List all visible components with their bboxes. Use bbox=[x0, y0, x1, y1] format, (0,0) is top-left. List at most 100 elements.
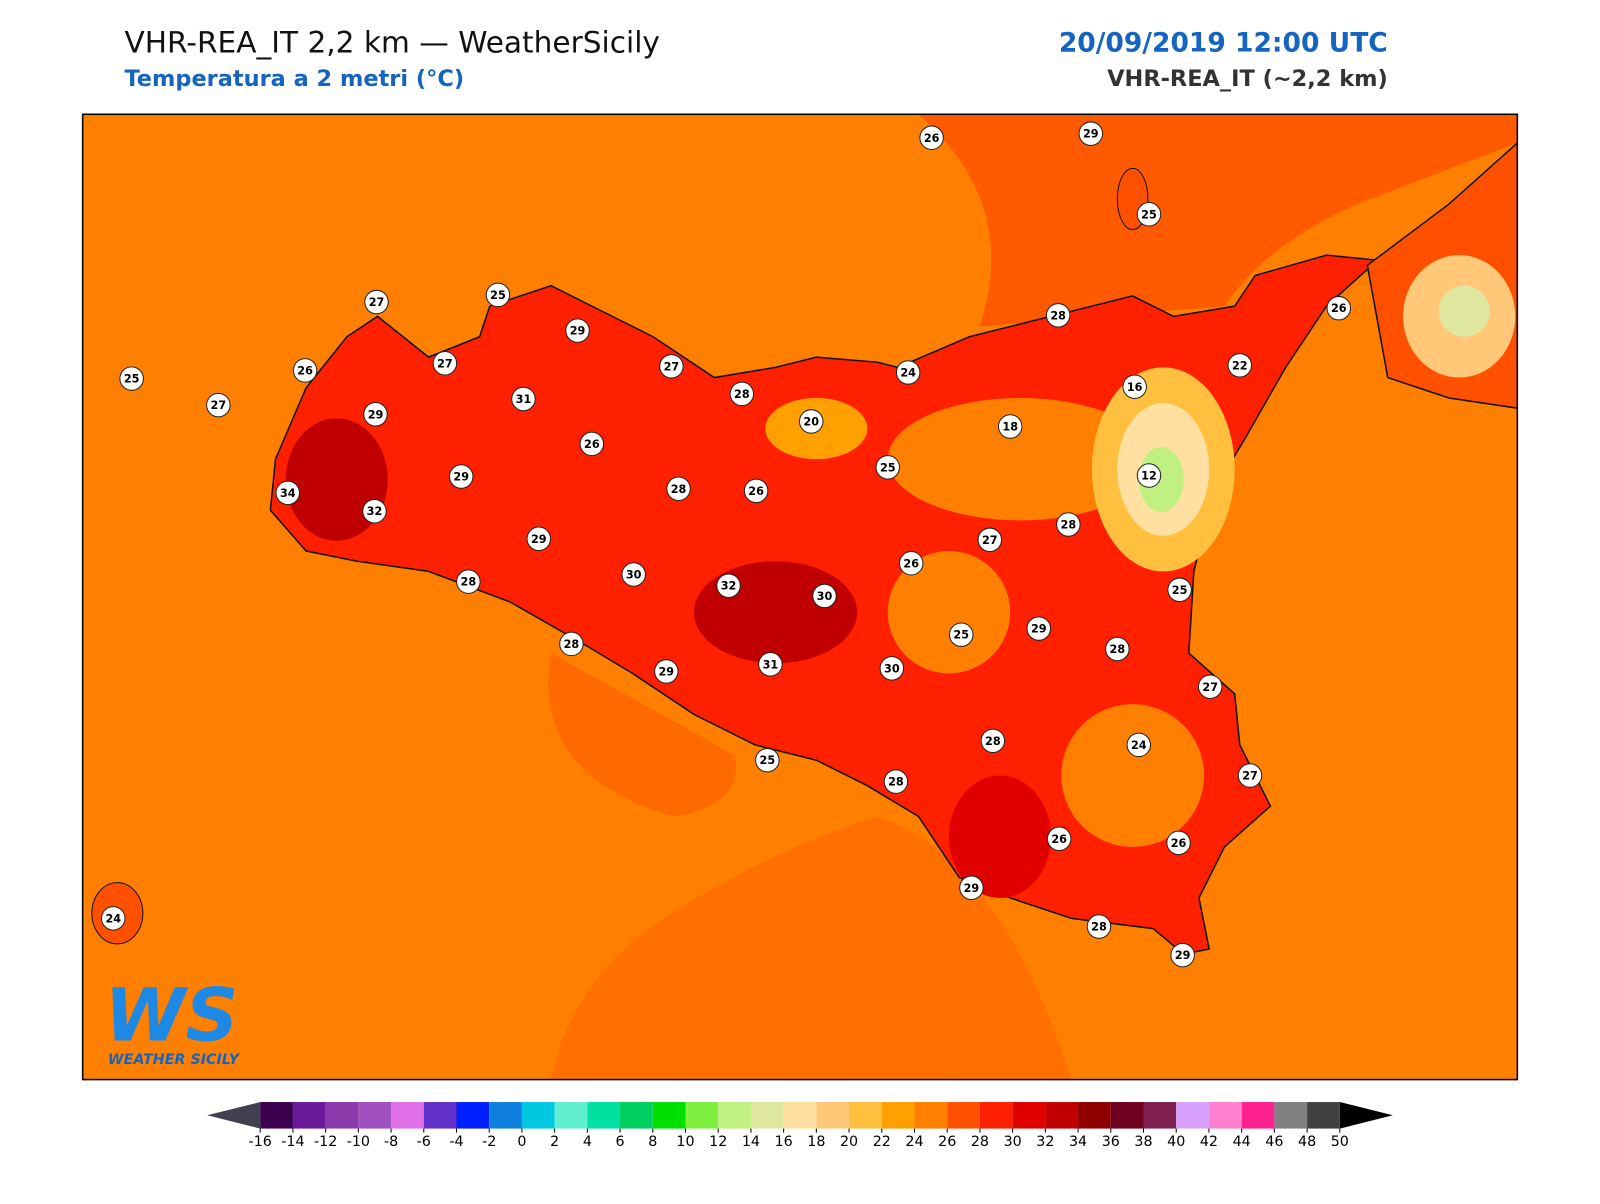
colorbar-tick-label: 0 bbox=[517, 1134, 526, 1150]
station-marker bbox=[659, 354, 684, 379]
station-marker bbox=[432, 351, 458, 376]
station-marker bbox=[758, 652, 783, 677]
station-value: 25 bbox=[953, 629, 969, 642]
station-marker bbox=[1056, 512, 1081, 537]
colorbar-bin bbox=[456, 1102, 490, 1129]
station-marker bbox=[1046, 826, 1072, 852]
station-value: 28 bbox=[1050, 309, 1066, 322]
station-marker bbox=[755, 747, 780, 773]
station-value: 27 bbox=[664, 360, 680, 373]
colorbar-bin bbox=[1208, 1102, 1242, 1129]
colorbar-bin bbox=[1045, 1102, 1079, 1129]
station-marker bbox=[1026, 616, 1052, 641]
station-value: 26 bbox=[924, 132, 940, 145]
station-value: 16 bbox=[1127, 381, 1143, 394]
station-marker bbox=[275, 480, 300, 506]
colorbar-bin bbox=[849, 1102, 882, 1129]
station-marker bbox=[898, 551, 924, 576]
station-marker bbox=[948, 622, 974, 647]
colorbar-tick-label: 34 bbox=[1069, 1134, 1087, 1150]
colorbar-tick-label: 22 bbox=[873, 1134, 891, 1150]
station-value: 27 bbox=[437, 357, 453, 370]
colorbar-bin bbox=[1307, 1102, 1340, 1129]
station-value: 27 bbox=[982, 534, 998, 547]
station-marker bbox=[1122, 374, 1147, 399]
station-value: 28 bbox=[985, 735, 1001, 748]
station-marker bbox=[1167, 577, 1192, 603]
colorbar-tick-label: 26 bbox=[938, 1134, 956, 1150]
colorbar-bin bbox=[1143, 1102, 1177, 1129]
colorbar-under bbox=[207, 1102, 261, 1129]
map: WS WEATHER SICILY 26 29 25 27 25 29 28 26 25 26 27… bbox=[82, 114, 1518, 1080]
colorbar-bin bbox=[260, 1102, 293, 1129]
station-value: 27 bbox=[1202, 681, 1218, 694]
title: VHR-REA_IT 2,2 km — WeatherSicily bbox=[124, 25, 659, 59]
station-marker bbox=[579, 431, 605, 457]
colorbar-tick-label: 44 bbox=[1233, 1134, 1251, 1150]
colorbar-tick-label: -2 bbox=[482, 1134, 496, 1150]
station-marker bbox=[485, 282, 511, 308]
station-value: 26 bbox=[748, 485, 764, 498]
colorbar-tick-label: 18 bbox=[807, 1134, 825, 1150]
colorbar-tick-label: 14 bbox=[742, 1134, 760, 1150]
colorbar-bin bbox=[750, 1102, 784, 1129]
colorbar-tick-label: 4 bbox=[583, 1134, 592, 1150]
station-marker bbox=[101, 906, 126, 931]
station-value: 28 bbox=[1110, 643, 1126, 656]
station-marker bbox=[364, 289, 389, 315]
colorbar-bin bbox=[587, 1102, 621, 1129]
station-marker bbox=[456, 569, 481, 594]
datetime: 20/09/2019 12:00 UTC bbox=[1059, 27, 1388, 58]
station-marker bbox=[875, 455, 900, 480]
station-value: 27 bbox=[211, 399, 227, 412]
station-value: 28 bbox=[1091, 921, 1107, 934]
station-value: 25 bbox=[1172, 584, 1188, 597]
subtitle: Temperatura a 2 metri (°C) bbox=[124, 66, 464, 92]
colorbar-bin bbox=[554, 1102, 588, 1129]
station-marker bbox=[206, 392, 231, 418]
station-marker bbox=[959, 875, 984, 900]
colorbar-tick-label: -14 bbox=[281, 1134, 304, 1150]
station-value: 31 bbox=[516, 393, 532, 406]
colorbar-bin bbox=[358, 1102, 392, 1129]
station-value: 25 bbox=[760, 754, 776, 767]
colorbar: -16 -14 -12 -10 -8 -6 -4 -2 0 2 4 6 8 10 12 14 16 18 20 22 2… bbox=[207, 1102, 1393, 1150]
colorbar-tick-label: 2 bbox=[550, 1134, 559, 1150]
colorbar-tick-label: 24 bbox=[905, 1134, 923, 1150]
station-marker bbox=[448, 464, 474, 489]
colorbar-bin bbox=[685, 1102, 719, 1129]
colorbar-bin bbox=[325, 1102, 359, 1129]
station-value: 29 bbox=[659, 665, 675, 678]
colorbar-bin bbox=[816, 1102, 850, 1129]
station-value: 26 bbox=[297, 364, 313, 377]
station-value: 22 bbox=[1232, 359, 1248, 372]
colorbar-tick-label: 48 bbox=[1298, 1134, 1316, 1150]
station-value: 26 bbox=[1051, 833, 1067, 846]
station-marker bbox=[362, 498, 387, 524]
station-value: 29 bbox=[964, 882, 980, 895]
colorbar-bin bbox=[489, 1102, 522, 1129]
colorbar-bin bbox=[1274, 1102, 1308, 1129]
colorbar-bin bbox=[1176, 1102, 1209, 1129]
stations: 26 29 25 27 25 29 28 26 25 26 27 27 24 22 27 29 31 28 20 16… bbox=[101, 121, 1352, 968]
colorbar-tick-label: 12 bbox=[709, 1134, 727, 1150]
colorbar-tick-label: -4 bbox=[449, 1134, 463, 1150]
colorbar-bin bbox=[1110, 1102, 1144, 1129]
station-marker bbox=[977, 527, 1003, 553]
station-marker bbox=[1227, 353, 1253, 378]
colorbar-bin bbox=[914, 1102, 948, 1129]
station-marker bbox=[119, 366, 144, 391]
colorbar-tick-label: -10 bbox=[347, 1134, 370, 1150]
station-value: 26 bbox=[584, 438, 600, 451]
station-value: 28 bbox=[564, 638, 580, 651]
station-value: 26 bbox=[1331, 302, 1347, 315]
station-value: 26 bbox=[903, 557, 919, 570]
station-value: 20 bbox=[803, 415, 819, 428]
station-marker bbox=[812, 583, 837, 609]
colorbar-bin bbox=[979, 1102, 1013, 1129]
station-marker bbox=[716, 573, 741, 598]
station-value: 29 bbox=[368, 408, 384, 421]
station-marker bbox=[1078, 121, 1104, 146]
station-value: 32 bbox=[721, 580, 737, 593]
colorbar-tick-label: 36 bbox=[1102, 1134, 1120, 1150]
